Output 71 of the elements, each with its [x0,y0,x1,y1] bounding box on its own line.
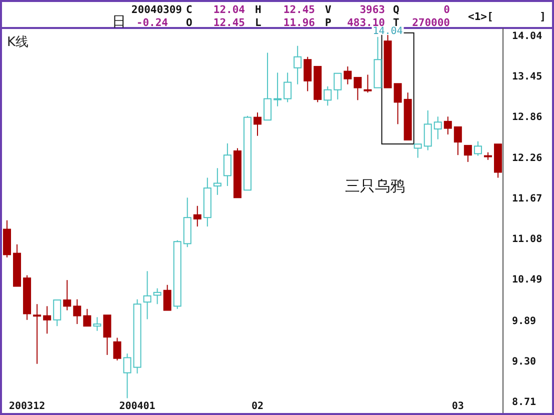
x-tick-label: 200401 [119,401,156,412]
candlestick [444,116,452,135]
x-tick-label: 02 [251,401,264,412]
x-tick-label: 200312 [8,401,46,412]
candlestick [294,45,302,85]
candlestick [63,280,72,311]
candlestick [344,66,352,85]
candlestick [113,337,122,361]
candlestick [364,74,372,94]
y-tick-label: 12.26 [512,153,542,164]
candlestick [254,112,262,136]
candlestick [93,316,102,332]
annotation: 11.96 [283,17,315,29]
annotation: 12.45 [213,17,245,29]
candlestick [354,76,362,101]
candlestick [424,110,432,151]
candlestick [334,72,342,100]
candlestick [223,142,232,186]
x-tick-label: 03 [452,401,464,412]
annotation: 三只乌鸦 [345,177,405,195]
y-tick-label: 10.49 [512,274,542,286]
text: V [325,4,332,16]
y-tick-label: 9.30 [512,356,536,368]
y-tick-label: 11.67 [512,194,542,205]
annotation: -0.24 [136,17,168,29]
candlestick [123,353,132,399]
text: H [255,4,262,16]
candlestick [414,144,422,158]
text: K线 [7,35,29,50]
text: 3963 [360,4,385,16]
text: <1>[ [468,11,494,23]
y-tick-label: 8.71 [512,396,536,408]
text: Q [393,4,400,16]
y-tick-label: 13.45 [512,71,542,82]
candlestick [43,306,52,334]
candlestick [434,116,442,140]
candlestick [274,72,282,107]
candlestick [143,270,152,320]
candlestick [474,140,482,156]
annotation: P [325,17,332,29]
candlestick [163,284,172,311]
candlestick [264,52,272,121]
candlestick [284,72,292,103]
text: 12.45 [283,4,315,16]
text: 12.04 [213,4,245,16]
annotation: 14.04 [372,26,403,37]
candlestick [103,314,112,356]
text: 20040309 [131,4,182,16]
candlestick [304,56,312,92]
annotation: L [255,17,262,29]
annotation: O [186,17,192,29]
candlestick [464,144,472,162]
candlestick [394,83,402,125]
annotation: 270000 [412,17,450,29]
candlestick [213,168,222,196]
candlestick [193,205,202,227]
text: 0 [444,4,450,16]
y-tick-label: 14.04 [512,30,542,42]
candlestick [53,299,62,327]
candlestick [324,86,332,106]
candlestick [83,308,92,327]
candlestick [33,304,42,364]
candlestick [153,288,162,305]
text: C [186,4,192,16]
y-tick-label: 12.86 [512,112,542,123]
text: ] [540,11,546,23]
candlestick [73,298,82,325]
y-tick-label: 11.08 [512,234,542,246]
y-tick-label: 9.89 [512,316,536,327]
candlestick [454,126,462,156]
annotation: 日 [112,14,126,30]
